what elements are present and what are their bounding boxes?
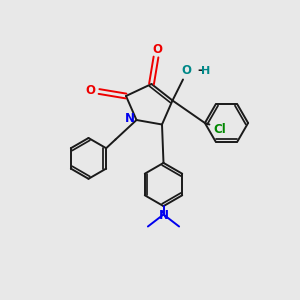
Text: Cl: Cl xyxy=(214,123,226,136)
Text: -: - xyxy=(197,64,202,77)
Text: N: N xyxy=(125,112,135,125)
Text: N: N xyxy=(158,208,169,222)
Text: H: H xyxy=(201,65,210,76)
Text: O: O xyxy=(85,83,96,97)
Text: O: O xyxy=(181,64,191,77)
Text: O: O xyxy=(152,43,163,56)
